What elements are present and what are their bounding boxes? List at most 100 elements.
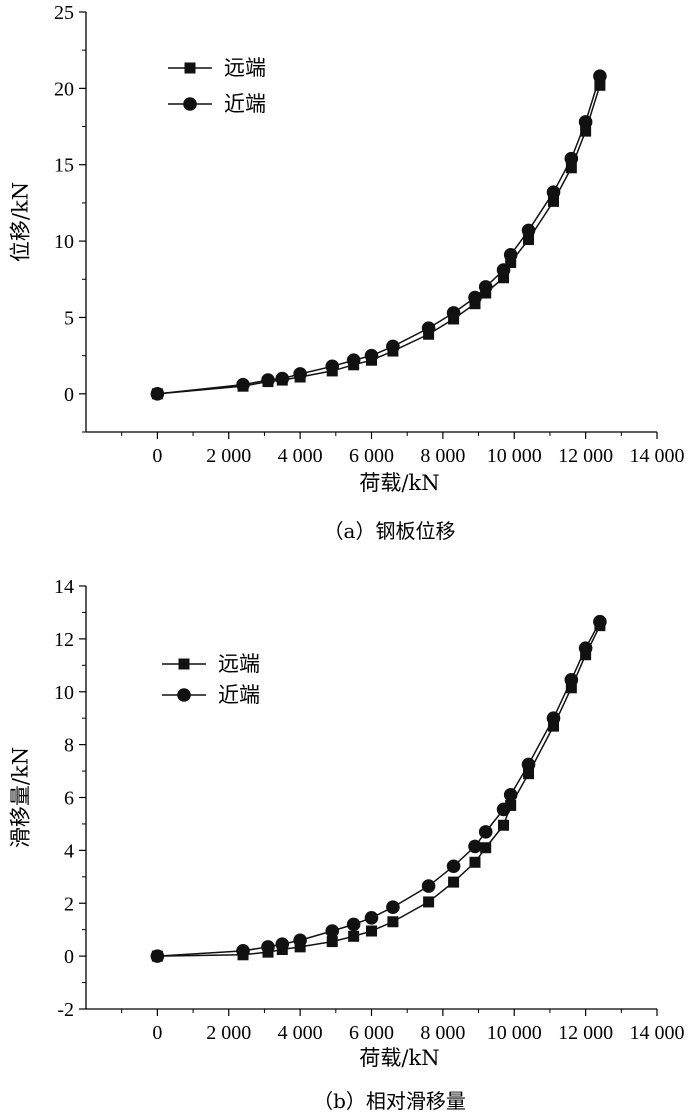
chart-panel-2: 0 2 000 4 000 6 000 8 000 10 000 12 000 14 000 -… <box>9 576 685 1113</box>
x-tick-label: 0 <box>152 445 162 467</box>
square-marker <box>366 925 377 937</box>
square-marker <box>523 234 535 246</box>
circle-marker <box>446 306 461 320</box>
circle-marker <box>446 859 461 874</box>
y-axis-label: 滑移量/kN <box>9 747 33 848</box>
x-tick-label: 0 <box>152 1022 162 1044</box>
circle-marker <box>564 673 579 687</box>
y-tick-label: 5 <box>64 307 74 329</box>
x-tick-label: 2 000 <box>206 1022 251 1044</box>
x-axis-label: 荷载/kN <box>359 471 439 495</box>
legend-label: 近端 <box>218 683 260 707</box>
x-tick-label: 10 000 <box>487 445 542 467</box>
circle-marker <box>578 115 593 129</box>
y-tick-label: 8 <box>64 735 74 757</box>
circle-marker <box>364 910 379 925</box>
square-marker <box>505 256 517 268</box>
legend-label: 远端 <box>224 56 266 80</box>
circle-marker <box>478 280 493 294</box>
circle-marker <box>275 371 290 386</box>
circle-marker <box>421 321 436 335</box>
x-tick-label: 10 000 <box>487 1022 542 1044</box>
circle-marker <box>503 788 518 802</box>
circle-marker <box>150 387 165 401</box>
circle-marker <box>236 377 250 392</box>
series-near-end <box>150 69 607 401</box>
circle-marker <box>578 641 593 655</box>
x-tick-label: 8 000 <box>420 1022 465 1044</box>
figure-caption: （b）相对滑移量 <box>313 1089 466 1113</box>
square-marker <box>448 876 460 888</box>
y-tick-label: 14 <box>54 576 74 598</box>
circle-marker <box>386 339 400 354</box>
x-tick-label: 6 000 <box>349 1022 394 1044</box>
circle-marker <box>478 825 493 839</box>
square-marker <box>178 658 190 670</box>
circle-marker <box>325 359 340 374</box>
y-tick-label: 20 <box>54 78 74 100</box>
circle-marker <box>236 944 250 958</box>
x-tick-label: 4 000 <box>278 1022 323 1044</box>
circle-marker <box>546 185 561 200</box>
square-marker <box>184 62 196 74</box>
square-marker <box>423 896 435 908</box>
square-marker <box>565 682 577 694</box>
x-tick-label: 8 000 <box>420 445 465 467</box>
x-tick-label: 14 000 <box>630 1022 685 1044</box>
x-tick-label: 14 000 <box>630 445 685 467</box>
x-axis-label: 荷载/kN <box>359 1046 439 1070</box>
square-marker <box>348 930 360 942</box>
x-tick-label: 12 000 <box>558 1022 613 1044</box>
circle-marker <box>564 151 579 166</box>
circle-marker <box>521 223 536 238</box>
y-tick-label: 10 <box>54 682 74 704</box>
circle-marker <box>275 937 290 952</box>
circle-marker <box>421 879 436 893</box>
circle-marker <box>261 940 275 954</box>
legend-label: 近端 <box>224 92 266 116</box>
square-marker <box>498 272 510 284</box>
circle-marker <box>468 290 482 305</box>
y-tick-label: 6 <box>64 788 74 810</box>
circle-marker <box>496 263 511 277</box>
y-tick-label: 4 <box>64 840 74 862</box>
circle-marker <box>293 367 307 381</box>
y-tick-label: 10 <box>54 231 74 253</box>
circle-marker <box>496 802 511 817</box>
square-marker <box>469 856 481 868</box>
square-marker <box>480 842 492 854</box>
series-near-end <box>150 614 607 963</box>
square-marker <box>548 195 560 207</box>
circle-marker <box>593 69 607 83</box>
y-tick-label: 0 <box>64 384 74 406</box>
square-marker <box>548 720 560 732</box>
legend-label: 远端 <box>218 652 260 676</box>
x-tick-label: 6 000 <box>349 445 394 467</box>
series-far-end <box>151 79 606 400</box>
y-tick-label: 0 <box>64 946 74 968</box>
circle-marker <box>183 97 197 111</box>
square-marker <box>387 916 399 928</box>
x-tick-label: 4 000 <box>278 445 323 467</box>
y-tick-label: 12 <box>54 629 74 651</box>
circle-marker <box>346 917 361 932</box>
y-tick-label: 25 <box>54 2 74 24</box>
square-marker <box>505 799 517 811</box>
circle-marker <box>325 924 340 938</box>
square-marker <box>594 79 606 91</box>
circle-marker <box>521 757 536 772</box>
circle-marker <box>468 839 482 854</box>
circle-marker <box>593 614 607 629</box>
square-marker <box>326 936 338 948</box>
y-axis-label: 位移/kN <box>9 182 33 262</box>
square-marker <box>580 125 592 137</box>
x-tick-label: 2 000 <box>206 445 251 467</box>
y-tick-label: -2 <box>57 999 74 1021</box>
circle-marker <box>261 373 275 387</box>
square-marker <box>565 162 577 174</box>
square-marker <box>523 768 535 780</box>
figure-caption: （a）钢板位移 <box>324 519 456 543</box>
